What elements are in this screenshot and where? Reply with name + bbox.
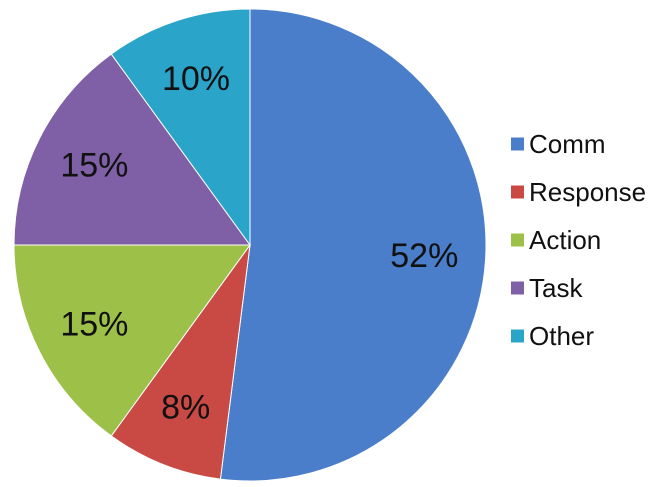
pie-slices	[13, 8, 487, 482]
pie-slice-task	[13, 53, 251, 246]
legend-swatch-response	[511, 185, 524, 199]
legend-swatch-other	[511, 329, 524, 343]
pie-slice-comm	[219, 8, 487, 482]
data-label-task: 15%	[60, 147, 128, 185]
legend-label-comm: Comm	[529, 129, 606, 159]
data-label-comm: 52%	[390, 237, 458, 275]
legend-swatch-comm	[511, 137, 524, 151]
data-label-response: 8%	[161, 388, 210, 426]
pie-slice-other	[110, 8, 251, 247]
legend-label-action: Action	[529, 225, 601, 255]
legend-item-action: Action	[511, 225, 601, 255]
legend-label-task: Task	[529, 273, 583, 303]
pie-data-labels: 52% 8% 15% 15% 10%	[60, 60, 458, 426]
legend-item-other: Other	[511, 321, 594, 351]
data-label-action: 15%	[60, 305, 128, 343]
legend-item-comm: Comm	[511, 129, 606, 159]
legend-item-task: Task	[511, 273, 583, 303]
legend-swatch-task	[511, 281, 524, 295]
legend-swatch-action	[511, 233, 524, 247]
legend-item-response: Response	[511, 177, 646, 207]
pie-slice-action	[13, 244, 251, 437]
data-label-other: 10%	[162, 60, 230, 98]
legend: Comm Response Action Task Other	[511, 129, 646, 351]
legend-label-response: Response	[529, 177, 646, 207]
pie-slice-response	[110, 244, 251, 480]
legend-label-other: Other	[529, 321, 594, 351]
